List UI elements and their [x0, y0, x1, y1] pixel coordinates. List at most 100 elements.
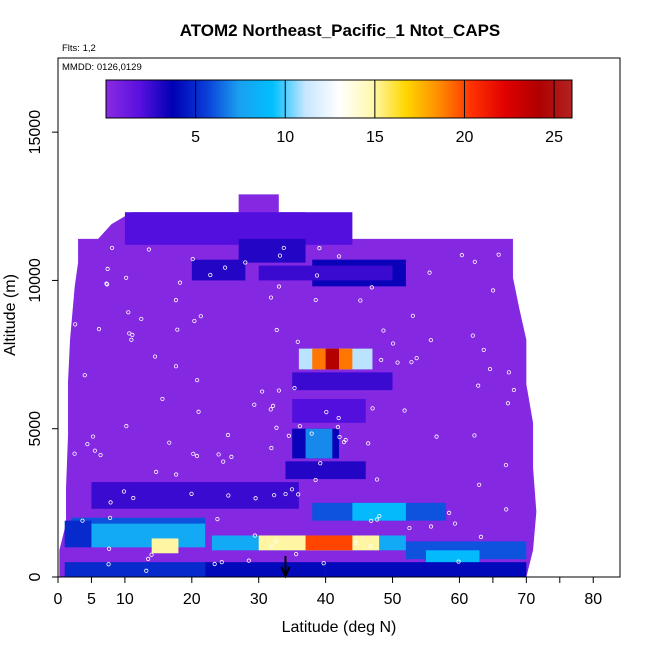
sample-marker: [472, 259, 477, 264]
sample-marker: [503, 462, 509, 468]
heatmap-cell: [305, 428, 333, 459]
heatmap-cell: [91, 482, 299, 509]
sample-marker: [428, 524, 434, 529]
sample-marker: [73, 322, 78, 327]
date-note: MMDD: 0126,0129: [62, 62, 142, 73]
sample-marker: [160, 396, 165, 402]
sample-marker: [402, 408, 407, 413]
sample-marker: [107, 515, 113, 520]
sample-marker: [409, 360, 414, 365]
sample-marker: [80, 518, 85, 523]
y-tick-label: 10000: [27, 258, 44, 303]
sample-marker: [368, 543, 373, 549]
sample-marker: [283, 491, 288, 497]
sample-marker: [191, 451, 196, 456]
heatmap-cell: [64, 520, 92, 548]
sample-marker: [313, 477, 318, 483]
plot-area: [57, 57, 621, 578]
sample-marker: [106, 546, 112, 551]
sample-marker: [208, 272, 213, 278]
heatmap-cell: [91, 523, 206, 548]
sample-marker: [175, 327, 180, 332]
sample-marker: [407, 525, 412, 531]
sample-marker: [189, 491, 194, 496]
sample-marker: [121, 489, 127, 494]
sample-marker: [154, 469, 159, 474]
sample-marker: [221, 459, 226, 464]
heatmap-cell: [325, 562, 527, 577]
x-tick-label: 70: [517, 591, 535, 608]
sample-marker: [377, 513, 382, 519]
sample-marker: [109, 245, 115, 251]
sample-marker: [366, 441, 371, 446]
sample-marker: [149, 552, 154, 557]
sample-marker: [274, 539, 279, 544]
sample-marker: [219, 559, 224, 565]
sample-marker: [124, 424, 129, 429]
sample-marker: [478, 534, 484, 539]
sample-marker: [358, 298, 363, 303]
sample-marker: [414, 355, 419, 361]
x-tick-label: 30: [250, 591, 268, 608]
sample-marker: [226, 493, 231, 498]
sample-marker: [108, 500, 113, 505]
sample-marker: [296, 492, 301, 497]
x-tick-label: 5: [87, 591, 96, 608]
sample-marker: [98, 452, 103, 458]
sample-marker: [395, 360, 400, 365]
sample-marker: [272, 493, 277, 498]
sample-marker: [289, 487, 295, 492]
sample-marker: [274, 327, 279, 333]
sample-marker: [139, 316, 144, 322]
sample-marker: [252, 533, 258, 538]
sample-marker: [90, 434, 96, 439]
heatmap-cell: [64, 562, 206, 577]
sample-marker: [174, 472, 179, 477]
sample-marker: [243, 260, 248, 265]
sample-marker: [144, 568, 149, 573]
sample-marker: [477, 482, 482, 487]
sample-marker: [504, 507, 509, 512]
sample-marker: [198, 314, 203, 319]
sample-marker: [374, 517, 380, 522]
sample-marker: [476, 383, 481, 388]
colorbar-gradient: [105, 79, 573, 119]
heatmap-cell: [352, 502, 406, 521]
sample-marker: [379, 357, 384, 363]
sample-marker: [410, 313, 415, 318]
x-axis-label: Latitude (deg N): [282, 619, 397, 636]
sample-marker: [268, 295, 274, 300]
location-arrow-head: [280, 566, 291, 579]
sample-marker: [82, 373, 87, 378]
heatmap-cell: [292, 399, 366, 423]
sample-marker: [212, 561, 217, 567]
sample-marker: [321, 561, 326, 566]
sample-marker: [336, 254, 342, 259]
colorbar-tick-label: 10: [276, 129, 294, 146]
sample-marker: [390, 341, 396, 346]
sample-marker: [295, 339, 300, 344]
heatmap-cell: [151, 538, 179, 554]
y-tick-label: 5000: [27, 411, 44, 447]
sample-marker: [314, 273, 320, 278]
sample-marker: [277, 253, 283, 258]
sample-marker: [369, 285, 374, 290]
flights-note: Flts: 1,2: [62, 43, 96, 54]
chart-title: ATOM2 Northeast_Pacific_1 Ntot_CAPS: [180, 21, 501, 40]
sample-marker: [152, 354, 158, 359]
y-tick-label: 0: [27, 572, 44, 581]
sample-marker: [270, 403, 276, 408]
x-tick-label: 80: [584, 591, 602, 608]
sample-marker: [222, 265, 228, 270]
sample-marker: [190, 256, 195, 262]
sample-marker: [511, 387, 517, 393]
sample-marker: [292, 386, 297, 391]
heatmap-cell: [285, 461, 366, 480]
sample-marker: [85, 442, 90, 447]
y-axis-label: Altitude (m): [2, 274, 19, 356]
sample-marker: [173, 364, 179, 369]
axes: 0 5 10 20 30 40 50 60 70 80 0 5000 10000 15000: [27, 110, 602, 608]
sample-marker: [215, 516, 220, 522]
sample-marker: [496, 252, 501, 257]
sample-marker: [381, 328, 386, 333]
